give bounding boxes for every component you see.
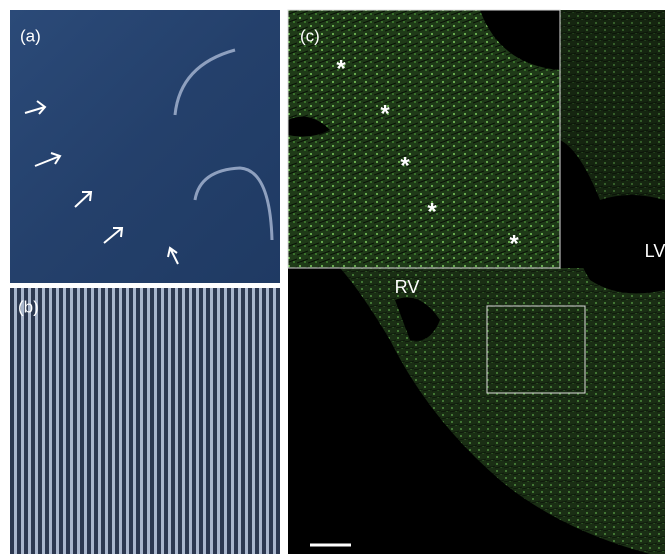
panel-label: (b) bbox=[18, 297, 39, 316]
panel-c: (c) * * * * * RV LV bbox=[288, 10, 665, 554]
photo bbox=[10, 288, 280, 554]
figure: (a) (b) (c) * * * * * RV LV bbox=[0, 0, 665, 554]
region-label: LV bbox=[645, 241, 665, 261]
asterisk: * bbox=[509, 230, 519, 257]
panel-label: (c) bbox=[300, 26, 320, 45]
photo bbox=[10, 10, 280, 283]
panel-b: (b) bbox=[10, 288, 280, 554]
asterisk: * bbox=[400, 152, 410, 179]
asterisk: * bbox=[427, 198, 437, 225]
region-label: RV bbox=[395, 277, 420, 297]
panel-a: (a) bbox=[10, 10, 280, 283]
panel-label: (a) bbox=[20, 26, 41, 45]
asterisk: * bbox=[336, 55, 346, 82]
asterisk: * bbox=[380, 100, 390, 127]
